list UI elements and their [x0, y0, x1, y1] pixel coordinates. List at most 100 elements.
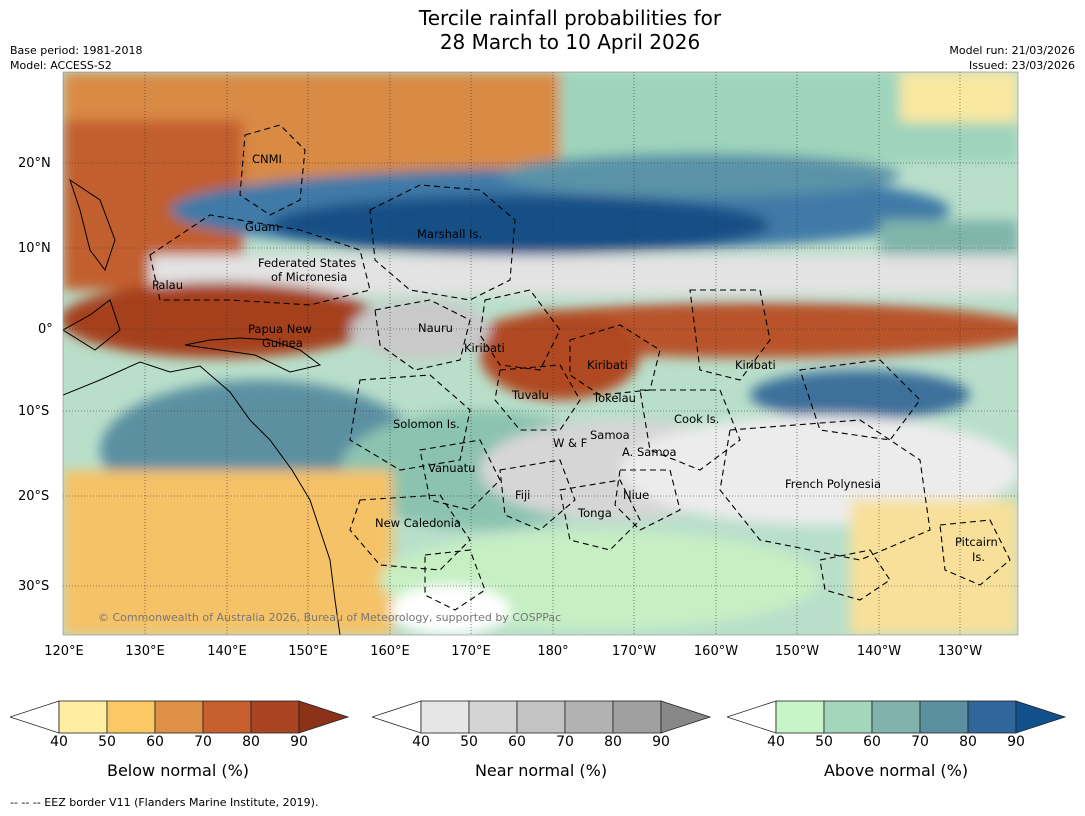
- eez-norfolk: [424, 549, 486, 611]
- label-png-1: Papua New: [248, 322, 312, 336]
- eez-fiji: [499, 459, 576, 531]
- colorbar-segment: [823, 700, 873, 734]
- near-tick-40: 40: [412, 734, 430, 750]
- above-tick-80: 80: [959, 734, 977, 750]
- base-period: Base period: 1981-2018: [10, 44, 143, 57]
- colorbar-low-extension: [372, 700, 422, 734]
- map-frame: [62, 71, 1019, 636]
- label-fsm-2: of Micronesia: [271, 270, 347, 284]
- label-tonga: Tonga: [577, 506, 612, 520]
- eez-tuvalu: [494, 364, 581, 431]
- lat-label-10n: 10°N: [18, 241, 51, 256]
- model-run: Model run: 21/03/2026: [949, 44, 1075, 57]
- australia-dry: [63, 470, 393, 635]
- near-normal-title: Near normal (%): [474, 761, 608, 780]
- new-guinea-coast: [184, 337, 322, 373]
- label-cook: Cook Is.: [674, 412, 719, 426]
- eez-micronesia: [149, 214, 371, 306]
- label-wallis-futuna: W & F: [553, 436, 587, 450]
- label-fiji: Fiji: [515, 488, 530, 502]
- colorbar-segment: [154, 700, 204, 734]
- colorbar-segment: [871, 700, 921, 734]
- meta-left: Base period: 1981-2018 Model: ACCESS-S2: [10, 43, 142, 73]
- lon-label-130w: 130°W: [937, 644, 983, 659]
- eez-new-caledonia: [349, 494, 471, 571]
- label-vanuatu: Vanuatu: [428, 461, 475, 475]
- above-normal-title: Above normal (%): [823, 761, 969, 780]
- below-tick-80: 80: [242, 734, 260, 750]
- lon-label-120e: 120°E: [44, 644, 84, 659]
- lon-label-170w: 170°W: [611, 644, 657, 659]
- eez-south-circle: [819, 549, 891, 601]
- near-tick-70: 70: [556, 734, 574, 750]
- label-kiribati-west: Kiribati: [464, 341, 505, 355]
- label-nauru: Nauru: [418, 321, 453, 335]
- philippines-coast: [69, 178, 116, 272]
- colorbar-segment: [967, 700, 1017, 734]
- eez-pitcairn: [939, 519, 1011, 586]
- above-tick-40: 40: [767, 734, 785, 750]
- label-solomon: Solomon Is.: [393, 417, 460, 431]
- south-east-dry: [850, 500, 1018, 635]
- eez-footnote: -- -- -- EEZ border V11 (Flanders Marine…: [10, 796, 319, 809]
- title-line-1: Tercile rainfall probabilities for: [418, 6, 722, 30]
- below-tick-60: 60: [146, 734, 164, 750]
- lon-label-180: 180°: [537, 644, 569, 659]
- colorbar-segment: [468, 700, 518, 734]
- label-marshall: Marshall Is.: [417, 227, 482, 241]
- colorbar-segment: [919, 700, 969, 734]
- south-east-wet: [750, 370, 970, 420]
- issued-date: Issued: 23/03/2026: [968, 59, 1075, 72]
- region-labels: CNMI Guam Marshall Is. Federated States …: [98, 152, 998, 624]
- label-palau: Palau: [152, 278, 183, 292]
- rainfall-map: CNMI Guam Marshall Is. Federated States …: [62, 71, 1019, 636]
- label-french-polynesia: French Polynesia: [785, 477, 881, 491]
- colorbar-low-extension: [727, 700, 777, 734]
- lat-label-0: 0°: [38, 322, 53, 337]
- indonesia-coast: [63, 299, 121, 351]
- label-samoa: Samoa: [590, 428, 630, 442]
- wet-band-north: [500, 153, 900, 197]
- eez-vanuatu: [419, 439, 501, 511]
- above-tick-70: 70: [911, 734, 929, 750]
- lat-label-20n: 20°N: [18, 156, 51, 171]
- map-title: Tercile rainfall probabilities for 28 Ma…: [0, 6, 1085, 54]
- label-png-2: Guinea: [262, 336, 303, 350]
- label-tuvalu: Tuvalu: [511, 388, 549, 402]
- lon-label-160w: 160°W: [693, 644, 739, 659]
- label-new-caledonia: New Caledonia: [375, 516, 461, 530]
- label-kiribati-east: Kiribati: [735, 358, 776, 372]
- lon-label-130e: 130°E: [125, 644, 165, 659]
- above-tick-50: 50: [815, 734, 833, 750]
- near-tick-90: 90: [652, 734, 670, 750]
- colorbar-segment: [250, 700, 300, 734]
- nauru-near-normal: [350, 300, 490, 360]
- label-guam: Guam: [245, 220, 279, 234]
- eez-marshall: [369, 184, 516, 301]
- colorbar-high-extension: [1015, 700, 1067, 734]
- label-tokelau: Tokelau: [592, 391, 636, 405]
- lon-label-150e: 150°E: [288, 644, 328, 659]
- label-kiribati-central: Kiribati: [587, 358, 628, 372]
- copyright-notice: © Commonwealth of Australia 2026, Bureau…: [98, 611, 561, 624]
- near-normal-colorbar: [372, 700, 712, 734]
- above-tick-60: 60: [863, 734, 881, 750]
- near-tick-60: 60: [508, 734, 526, 750]
- eez-niue: [614, 469, 681, 531]
- lat-label-20s: 20°S: [18, 489, 50, 504]
- title-line-2: 28 March to 10 April 2026: [439, 30, 701, 54]
- near-tick-80: 80: [604, 734, 622, 750]
- below-tick-40: 40: [50, 734, 68, 750]
- graticule: [63, 72, 1018, 635]
- below-normal-title: Below normal (%): [106, 761, 250, 780]
- below-normal-colorbar: [10, 700, 350, 734]
- colorbar-segment: [564, 700, 614, 734]
- above-normal-colorbar: [727, 700, 1067, 734]
- wet-band-core: [270, 195, 770, 255]
- eez-east-circle: [799, 359, 921, 441]
- meta-right: Model run: 21/03/2026 Issued: 23/03/2026: [949, 43, 1075, 73]
- lon-label-150w: 150°W: [774, 644, 820, 659]
- south-white: [390, 585, 510, 635]
- colorbar-segment: [420, 700, 470, 734]
- colorbar-segment: [516, 700, 566, 734]
